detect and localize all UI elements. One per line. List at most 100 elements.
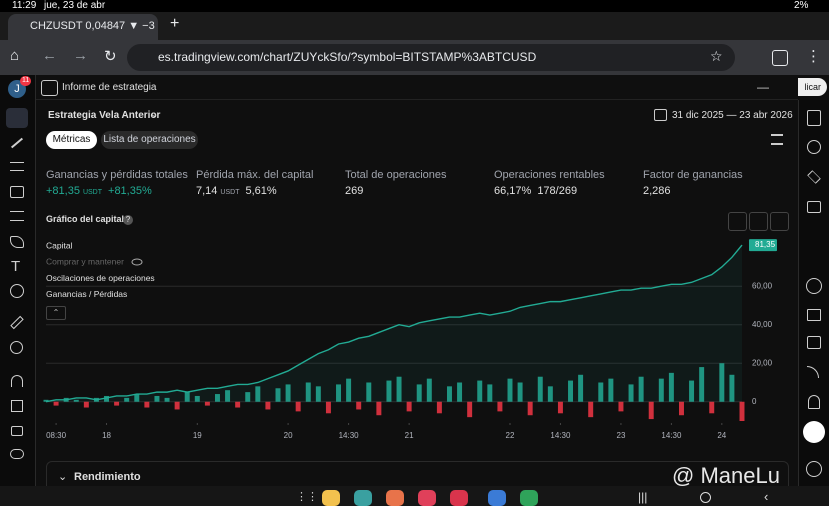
strategy-dropdown[interactable]: ⌄	[150, 109, 159, 120]
watchlist-button[interactable]	[807, 110, 821, 126]
reload-button[interactable]: ↻	[104, 48, 117, 65]
metric-value-row: 66,17% 178/269	[494, 185, 577, 197]
trade-bar	[608, 378, 614, 402]
tabs-count[interactable]	[772, 50, 788, 66]
x-tick-label: 14:30	[339, 431, 360, 440]
trade-bar	[356, 401, 362, 410]
trade-bar	[124, 397, 130, 402]
home-button[interactable]: ⌂	[10, 47, 20, 64]
forward-button[interactable]: →	[73, 47, 88, 64]
address-bar[interactable]	[127, 44, 735, 71]
fib-tool[interactable]	[10, 162, 24, 171]
snapshot-button[interactable]	[749, 212, 768, 231]
app-browser[interactable]	[488, 490, 506, 506]
back-button[interactable]: ←	[42, 47, 57, 64]
tab-trades[interactable]: Lista de operaciones	[101, 131, 198, 149]
notifications-button[interactable]	[808, 395, 820, 409]
trade-bar	[134, 394, 140, 402]
y-tick-label: 60,00	[752, 281, 773, 290]
metric-label: Operaciones rentables	[494, 169, 605, 181]
help-button[interactable]	[806, 461, 822, 477]
back-nav[interactable]: ‹	[764, 489, 769, 504]
panel-header	[36, 75, 798, 100]
x-tick-label: 14:30	[550, 431, 571, 440]
calendar-icon[interactable]	[654, 109, 667, 121]
trade-bar	[457, 382, 463, 402]
recents-button[interactable]: |||	[638, 490, 648, 504]
crosshair-tool[interactable]	[6, 108, 28, 128]
minimize-button[interactable]: —	[757, 80, 769, 94]
battery: 2%	[794, 0, 809, 11]
magnet-tool[interactable]	[11, 375, 23, 387]
fullscreen-button[interactable]	[770, 212, 789, 231]
metric-percent: 5,61%	[245, 185, 277, 197]
trade-bar	[719, 363, 725, 402]
brush-tool[interactable]	[10, 236, 24, 248]
trade-bar	[648, 401, 654, 420]
chat-button[interactable]	[807, 201, 821, 213]
trade-bar	[214, 394, 220, 402]
app-notes[interactable]	[322, 490, 340, 506]
new-tab[interactable]: +	[170, 15, 180, 32]
metric-unit: USDT	[82, 189, 103, 196]
info-icon[interactable]: ?	[123, 215, 133, 225]
tab-metrics[interactable]: Métricas	[46, 131, 97, 149]
menu[interactable]: ⋮	[806, 48, 821, 65]
calendar-button[interactable]	[807, 336, 821, 349]
forecast-tool[interactable]	[10, 211, 24, 221]
trade-bar	[618, 401, 624, 412]
text-tool[interactable]: T	[11, 258, 21, 275]
trade-bar	[628, 384, 634, 402]
apps-grid[interactable]: ⋮⋮	[296, 491, 318, 503]
strategy-name[interactable]: Estrategia Vela Anterior	[48, 110, 161, 121]
trade-bar	[557, 401, 563, 414]
trade-bar	[578, 374, 584, 402]
trade-bar	[658, 378, 664, 402]
settings-button[interactable]	[728, 212, 747, 231]
trade-bar	[547, 386, 553, 402]
date: jue, 23 de abr	[44, 0, 106, 11]
trade-bar	[436, 401, 442, 414]
apps-button[interactable]	[803, 421, 825, 443]
metric-value-row: 7,14 USDT 5,61%	[196, 185, 277, 197]
metric-value: 2,286	[643, 185, 671, 197]
y-tick-label: 0	[752, 397, 757, 406]
collapse-legend[interactable]: ⌃	[46, 306, 66, 320]
date-range[interactable]: 31 dic 2025 — 23 abr 2026	[672, 110, 793, 121]
trade-bar	[194, 395, 200, 402]
app-contacts[interactable]	[386, 490, 404, 506]
app-calculator[interactable]	[520, 490, 538, 506]
trade-bar	[275, 388, 281, 402]
bookmark[interactable]: ☆	[710, 48, 723, 64]
home-nav[interactable]	[700, 492, 711, 503]
legend-entry: Oscilaciones de operaciones	[46, 273, 155, 283]
trade-bar	[265, 401, 271, 410]
y-tick-label: 40,00	[752, 320, 773, 329]
trade-bar	[174, 401, 180, 410]
trade-bar	[295, 401, 301, 412]
metric-value-row: +81,35 USDT +81,35%	[46, 185, 152, 197]
section-chevron: ⌄	[58, 471, 68, 483]
pattern-tool[interactable]	[10, 186, 24, 198]
icon-tool[interactable]	[10, 284, 24, 298]
visibility-tool[interactable]	[10, 449, 24, 459]
lock-draw-tool[interactable]	[11, 400, 23, 412]
watermark: @ ManeLu	[672, 463, 780, 488]
app-store[interactable]	[450, 490, 468, 506]
app-camera[interactable]	[418, 490, 436, 506]
x-tick-label: 08:30	[46, 431, 67, 440]
lock-tool[interactable]	[11, 426, 23, 436]
layout-button[interactable]	[771, 134, 783, 145]
trade-bar	[426, 378, 432, 402]
alerts-button[interactable]	[807, 140, 821, 154]
trade-bar	[255, 386, 261, 402]
app-calendar[interactable]	[354, 490, 372, 506]
zoom-tool[interactable]	[10, 341, 23, 354]
legend-entry: Capital	[46, 240, 73, 250]
tab-title: CHZUSDT 0,04847 ▼ −3	[30, 20, 155, 32]
ideas-button[interactable]	[806, 278, 822, 294]
trade-bar	[336, 384, 342, 402]
streams-button[interactable]	[807, 309, 821, 321]
tab[interactable]	[8, 14, 158, 40]
